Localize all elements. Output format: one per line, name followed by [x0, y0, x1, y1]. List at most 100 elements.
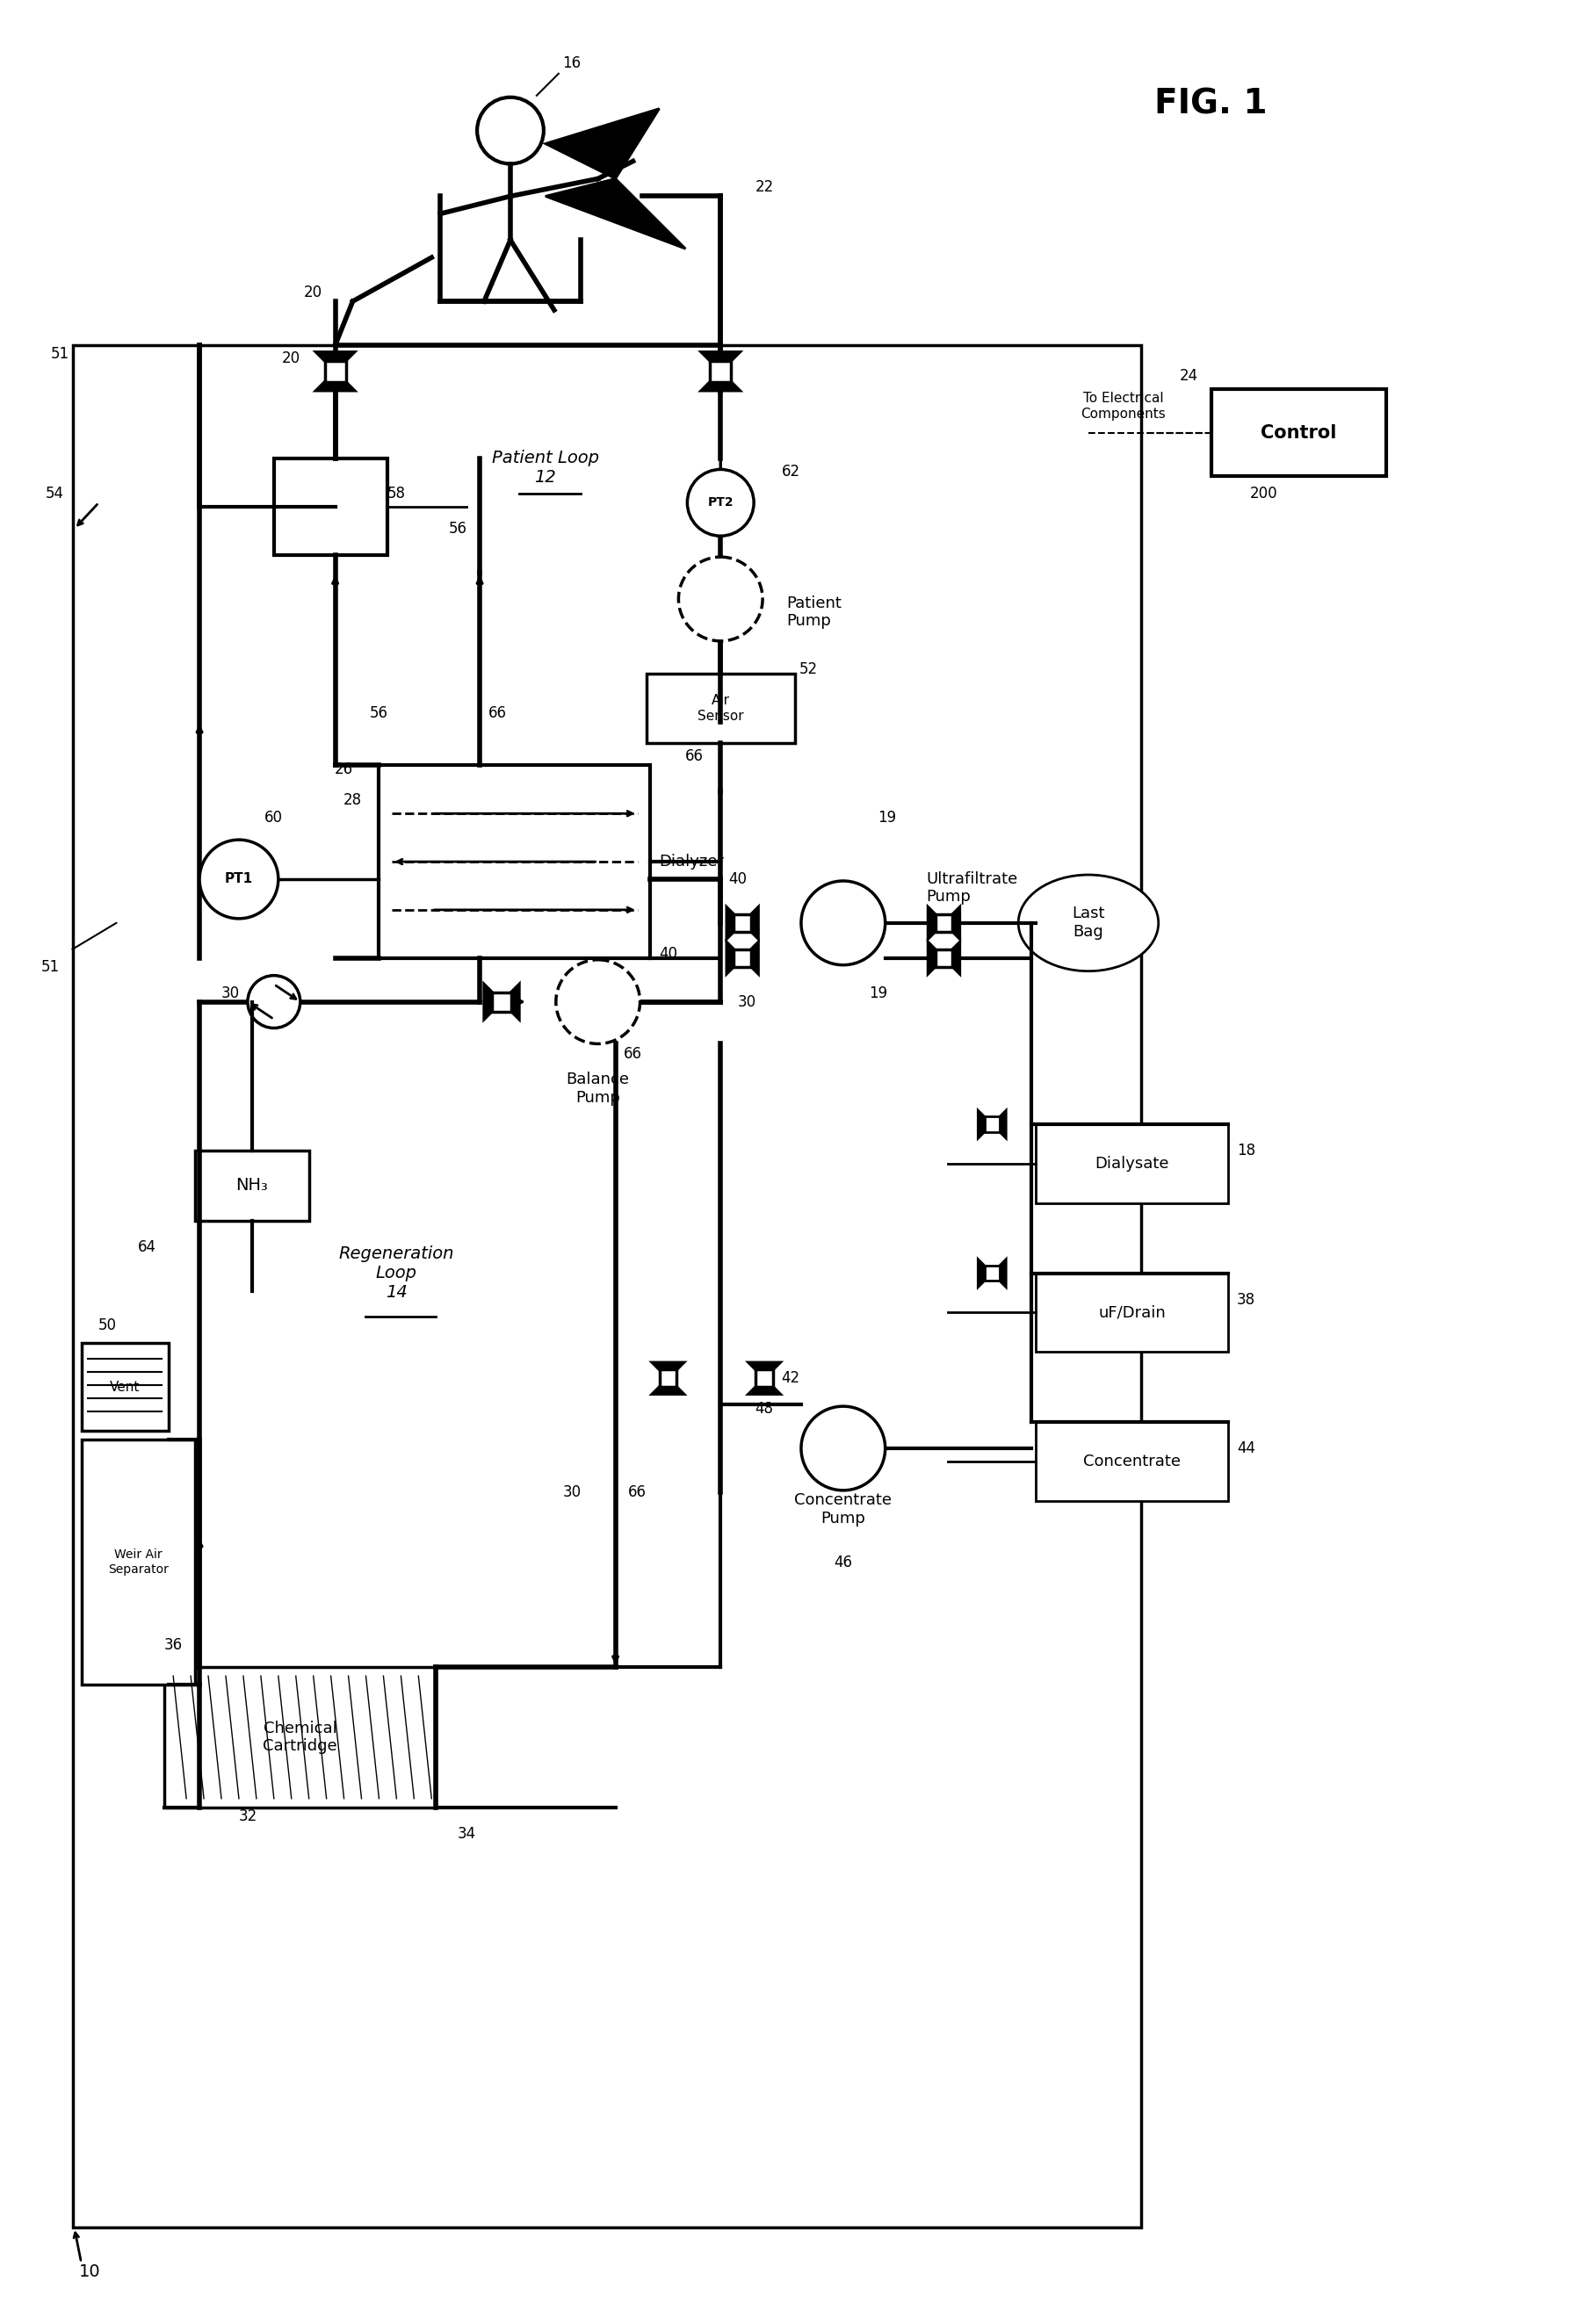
- Bar: [755, 1369, 773, 1387]
- Text: 51: 51: [41, 960, 60, 974]
- Polygon shape: [317, 351, 355, 372]
- Text: 64: 64: [138, 1239, 157, 1255]
- Text: 42: 42: [782, 1371, 799, 1385]
- Circle shape: [801, 1406, 885, 1490]
- Circle shape: [801, 881, 885, 964]
- Text: Patient Loop
12: Patient Loop 12: [492, 449, 598, 486]
- Circle shape: [476, 98, 543, 163]
- Text: 10: 10: [79, 2264, 101, 2280]
- Polygon shape: [749, 1362, 780, 1378]
- Text: 20: 20: [304, 284, 323, 300]
- Polygon shape: [993, 1260, 1007, 1287]
- Text: Control: Control: [1260, 423, 1336, 442]
- Bar: [735, 913, 750, 932]
- Text: 19: 19: [877, 811, 896, 825]
- Text: 51: 51: [51, 346, 70, 363]
- Circle shape: [687, 469, 754, 537]
- Text: Weir Air
Separator: Weir Air Separator: [108, 1548, 168, 1576]
- Text: 40: 40: [659, 946, 678, 962]
- Bar: [165, 1666, 435, 1808]
- Text: 19: 19: [869, 985, 888, 1002]
- Text: Air
Sensor: Air Sensor: [698, 695, 744, 723]
- Ellipse shape: [1018, 874, 1159, 971]
- Text: To Electrical
Components: To Electrical Components: [1081, 393, 1167, 421]
- Bar: [936, 913, 953, 932]
- Bar: [492, 992, 511, 1011]
- Text: 48: 48: [755, 1401, 774, 1418]
- Text: Concentrate
Pump: Concentrate Pump: [795, 1492, 891, 1527]
- Text: Vent: Vent: [109, 1380, 141, 1394]
- Polygon shape: [317, 372, 355, 390]
- Bar: [936, 948, 953, 967]
- Circle shape: [679, 558, 763, 641]
- Text: 28: 28: [344, 792, 363, 809]
- Text: 38: 38: [1236, 1292, 1255, 1308]
- Text: uF/Drain: uF/Drain: [1099, 1304, 1167, 1320]
- Text: Regeneration
Loop
14: Regeneration Loop 14: [339, 1246, 454, 1301]
- Bar: [660, 1369, 676, 1387]
- Text: 66: 66: [685, 748, 703, 765]
- Text: 34: 34: [457, 1827, 476, 1841]
- Text: PT2: PT2: [708, 497, 733, 509]
- Text: 32: 32: [239, 1808, 256, 1824]
- Bar: [735, 948, 750, 967]
- Bar: [709, 360, 731, 381]
- Text: 200: 200: [1249, 486, 1277, 502]
- Text: 66: 66: [624, 1046, 643, 1062]
- Polygon shape: [727, 906, 742, 939]
- Bar: [1035, 1422, 1228, 1501]
- Polygon shape: [978, 1111, 993, 1139]
- Bar: [985, 1116, 1000, 1132]
- Text: 58: 58: [388, 486, 405, 502]
- Polygon shape: [652, 1378, 684, 1394]
- Text: 18: 18: [1236, 1143, 1255, 1160]
- Polygon shape: [943, 906, 959, 939]
- Text: 36: 36: [165, 1638, 182, 1652]
- Bar: [378, 765, 651, 957]
- Polygon shape: [742, 906, 758, 939]
- Text: NH₃: NH₃: [236, 1178, 268, 1195]
- Bar: [81, 1343, 169, 1432]
- Text: 16: 16: [562, 56, 581, 72]
- Text: 56: 56: [370, 704, 388, 720]
- Bar: [1035, 1125, 1228, 1204]
- Text: Balance
Pump: Balance Pump: [567, 1071, 630, 1106]
- Text: Patient
Pump: Patient Pump: [787, 595, 842, 630]
- Polygon shape: [742, 941, 758, 974]
- Bar: [985, 1267, 1000, 1281]
- Polygon shape: [727, 941, 742, 974]
- Bar: [73, 344, 1141, 2229]
- Polygon shape: [749, 1378, 780, 1394]
- Circle shape: [247, 976, 301, 1027]
- Polygon shape: [546, 179, 685, 249]
- Text: Last
Bag: Last Bag: [1072, 906, 1105, 939]
- Text: 62: 62: [782, 465, 799, 481]
- Text: PT1: PT1: [225, 872, 253, 885]
- Text: 46: 46: [834, 1555, 852, 1571]
- Text: Concentrate: Concentrate: [1083, 1452, 1181, 1469]
- Text: 26: 26: [334, 762, 353, 779]
- Bar: [1035, 1274, 1228, 1353]
- Text: 40: 40: [728, 872, 747, 888]
- Text: 50: 50: [98, 1318, 117, 1334]
- Text: 30: 30: [738, 995, 757, 1009]
- Text: Chemical
Cartridge: Chemical Cartridge: [263, 1720, 337, 1755]
- Polygon shape: [484, 985, 502, 1020]
- Text: FIG. 1: FIG. 1: [1154, 88, 1268, 121]
- Bar: [195, 1150, 309, 1220]
- Text: Ultrafiltrate
Pump: Ultrafiltrate Pump: [926, 872, 1018, 904]
- Circle shape: [199, 839, 279, 918]
- Text: 20: 20: [282, 351, 301, 367]
- Text: 66: 66: [488, 704, 507, 720]
- Polygon shape: [701, 372, 739, 390]
- Text: 22: 22: [755, 179, 774, 195]
- Text: 56: 56: [448, 521, 467, 537]
- Text: 44: 44: [1236, 1441, 1255, 1457]
- Polygon shape: [701, 351, 739, 372]
- Bar: [325, 360, 345, 381]
- Text: 30: 30: [222, 985, 239, 1002]
- Text: Dialyzer: Dialyzer: [659, 853, 723, 869]
- Polygon shape: [546, 109, 659, 179]
- Polygon shape: [993, 1111, 1007, 1139]
- Circle shape: [556, 960, 640, 1043]
